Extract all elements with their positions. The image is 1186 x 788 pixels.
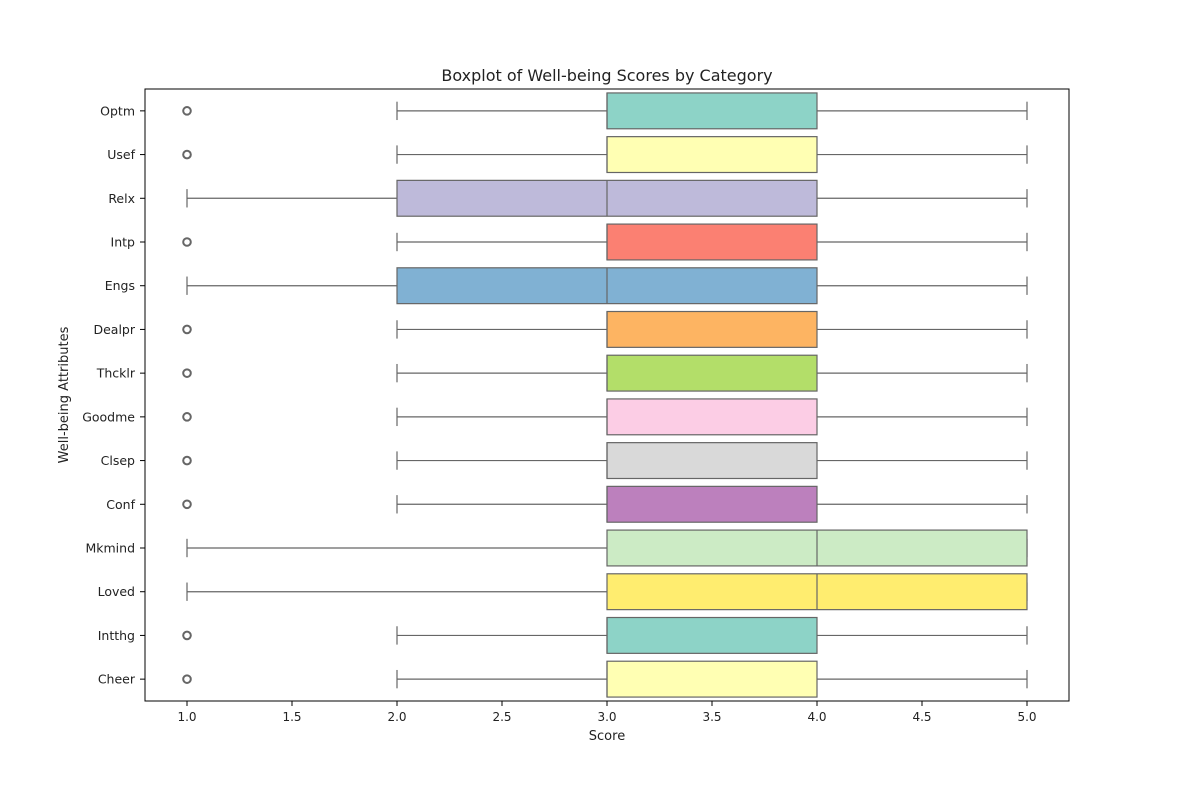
x-tick-label: 1.5: [282, 710, 301, 724]
plot-area-frame: [144, 88, 1070, 702]
box-group-thcklr: [182, 354, 1028, 392]
box-group-clsep: [182, 442, 1028, 480]
outlier-point: [182, 237, 192, 247]
chart-title: Boxplot of Well-being Scores by Category: [441, 66, 772, 85]
box-group-optm: [182, 92, 1028, 130]
box-group-engs: [186, 267, 1028, 305]
box-group-conf: [182, 485, 1028, 523]
box-iqr: [606, 136, 818, 174]
y-tick-label-optm: Optm: [100, 103, 135, 118]
box-group-intp: [182, 223, 1028, 261]
outlier-point: [182, 368, 192, 378]
x-tick-label: 5.0: [1017, 710, 1036, 724]
box-group-intthg: [182, 616, 1028, 654]
y-tick-label-mkmind: Mkmind: [85, 541, 135, 556]
boxes-layer: [182, 92, 1028, 698]
box-group-goodme: [182, 398, 1028, 436]
y-tick-label-goodme: Goodme: [82, 409, 135, 424]
outlier-point: [182, 149, 192, 160]
x-tick-label: 4.5: [912, 710, 931, 724]
y-tick-label-clsep: Clsep: [101, 453, 135, 468]
box-iqr: [606, 354, 818, 392]
outlier-point: [182, 499, 192, 510]
x-axis-ticks: 1.0 1.5 2.0 2.5 3.0 3.5 4.0 4.5 5.0: [177, 701, 1037, 724]
outlier-point: [182, 106, 192, 116]
box-group-usef: [182, 136, 1028, 174]
x-tick-label: 3.5: [702, 710, 721, 724]
box-iqr: [606, 660, 818, 698]
box-iqr: [606, 442, 818, 480]
x-tick-label: 1.0: [177, 710, 196, 724]
y-axis-label: Well-being Attributes: [57, 326, 72, 463]
outlier-point: [182, 324, 192, 335]
x-tick-label: 4.0: [807, 710, 826, 724]
y-tick-label-intp: Intp: [111, 235, 136, 250]
x-axis-label: Score: [589, 729, 625, 744]
y-tick-label-thcklr: Thcklr: [96, 366, 136, 381]
x-tick-label: 2.5: [492, 710, 511, 724]
box-iqr: [606, 398, 818, 436]
outlier-point: [182, 674, 192, 684]
y-tick-label-intthg: Intthg: [98, 628, 135, 643]
x-tick-label: 2.0: [387, 710, 406, 724]
outlier-point: [182, 455, 192, 466]
box-group-relx: [186, 179, 1028, 217]
outlier-point: [182, 412, 192, 422]
box-group-mkmind: [186, 529, 1028, 567]
box-group-cheer: [182, 660, 1028, 698]
box-group-loved: [186, 573, 1028, 611]
y-axis-ticks: Optm Usef Relx Intp Engs Dealpr Thcklr Goodme Cl…: [82, 103, 145, 687]
y-tick-label-usef: Usef: [107, 147, 135, 162]
box-iqr: [606, 92, 818, 130]
box-iqr: [606, 616, 818, 654]
y-tick-label-dealpr: Dealpr: [93, 322, 135, 337]
box-group-dealpr: [182, 310, 1028, 348]
box-iqr: [606, 485, 818, 523]
y-tick-label-conf: Conf: [106, 497, 135, 512]
y-tick-label-relx: Relx: [108, 191, 135, 206]
box-iqr: [606, 310, 818, 348]
y-tick-label-engs: Engs: [105, 278, 135, 293]
box-iqr: [606, 223, 818, 261]
outlier-point: [182, 630, 192, 641]
y-tick-label-loved: Loved: [98, 584, 135, 599]
y-tick-label-cheer: Cheer: [98, 672, 136, 687]
x-tick-label: 3.0: [597, 710, 616, 724]
